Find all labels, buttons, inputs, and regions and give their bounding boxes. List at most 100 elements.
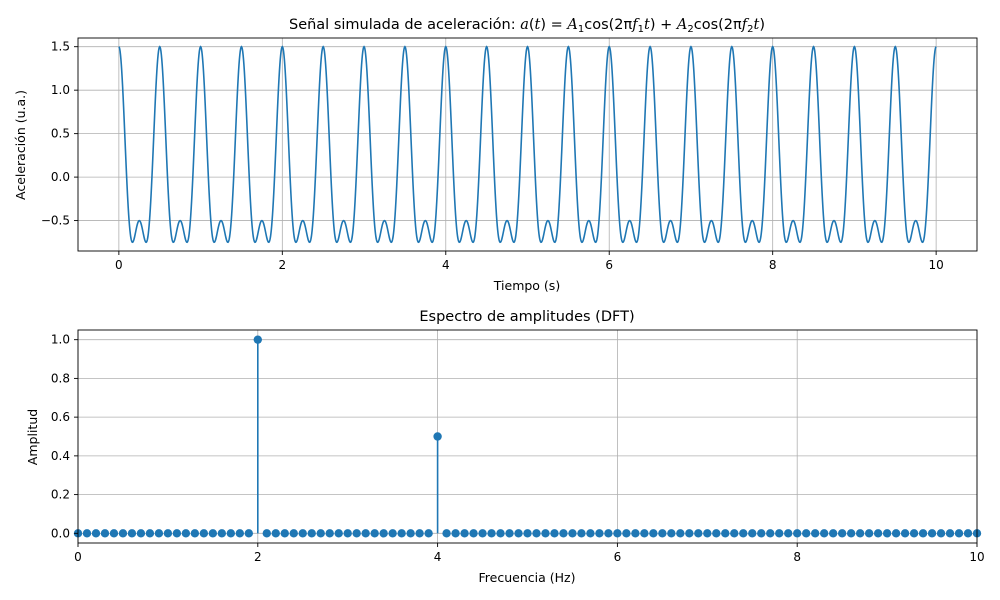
spectrum-stem-marker (864, 529, 874, 538)
spectrum-stem-marker (703, 529, 712, 538)
spectrum-plot-ylabel: Amplitud (25, 409, 40, 465)
spectrum-stem-marker (891, 529, 901, 538)
spectrum-stem-marker (730, 529, 739, 538)
spectrum-stem-marker (316, 529, 325, 538)
spectrum-stem-marker (640, 529, 649, 538)
spectrum-stem-marker (604, 529, 613, 538)
acceleration-signal-line (118, 45, 937, 244)
time-plot-ytick-label: 1.5 (51, 40, 70, 54)
spectrum-stem-marker (343, 529, 352, 538)
spectrum-plot-xlabel: Frecuencia (Hz) (479, 570, 576, 585)
spectrum-plot-ytick-label: 0.4 (51, 449, 70, 463)
spectrum-stem-marker (828, 529, 838, 538)
spectrum-stem-marker (478, 529, 487, 538)
spectrum-stem-marker (199, 529, 209, 538)
spectrum-plot-ytick-label: 0.6 (51, 410, 70, 424)
spectrum-plot-frame (77, 329, 978, 544)
spectrum-stem-marker (370, 529, 379, 538)
spectrum-plot-ytick-label: 0.0 (51, 526, 70, 540)
spectrum-stem-marker (550, 529, 559, 538)
spectrum-stem-marker (801, 529, 811, 538)
time-plot-xtick-label: 8 (769, 258, 777, 272)
spectrum-stem-marker (882, 529, 892, 538)
spectrum-stem-marker (424, 529, 433, 538)
spectrum-stem-marker (667, 529, 676, 538)
spectrum-plot-title: Espectro de amplitudes (DFT) (419, 309, 634, 325)
spectrum-stem-marker (936, 529, 946, 538)
spectrum-stem-marker (217, 529, 227, 538)
spectrum-stem-marker (649, 529, 658, 538)
spectrum-stem-marker (136, 529, 146, 538)
spectrum-stem-marker (406, 529, 415, 538)
time-plot-ytick-label: −0.5 (41, 214, 70, 228)
spectrum-stem-marker (379, 529, 388, 538)
spectrum-stem-marker (154, 529, 164, 538)
spectrum-stem-marker (469, 529, 478, 538)
spectrum-stem-marker (685, 529, 694, 538)
spectrum-stem-marker (109, 529, 119, 538)
time-signal-plot: Señal simulada de aceleración: a(t) = A1… (13, 17, 978, 293)
spectrum-stem-marker (541, 529, 550, 538)
spectrum-stem-marker (226, 529, 236, 538)
spectrum-stem-marker (190, 529, 200, 538)
spectrum-stem-marker (91, 529, 101, 538)
spectrum-stem-marker (613, 529, 622, 538)
time-plot-xlabel: Tiempo (s) (493, 278, 560, 293)
spectrum-stem-marker (757, 529, 766, 538)
spectrum-plot-xtick-label: 6 (614, 550, 622, 564)
spectrum-plot-xtick-label: 4 (434, 550, 442, 564)
spectrum-stem-marker (873, 529, 883, 538)
spectrum-stem-marker (82, 529, 92, 538)
spectrum-stem-marker (325, 529, 334, 538)
spectrum-stem-marker (846, 529, 856, 538)
spectrum-stem-marker (954, 529, 964, 538)
spectrum-stem-marker (172, 529, 182, 538)
spectrum-stem-marker (451, 529, 460, 538)
spectrum-plot: Espectro de amplitudes (DFT) 0 2 4 6 8 10 0.0 0… (25, 309, 985, 585)
spectrum-stem-marker (496, 529, 505, 538)
spectrum-stem-marker (532, 529, 541, 538)
spectrum-stem-marker (397, 529, 406, 538)
spectrum-stem-marker (676, 529, 685, 538)
spectrum-stem-marker (855, 529, 865, 538)
spectrum-stem-marker (775, 529, 784, 538)
spectrum-stem-marker (145, 529, 155, 538)
spectrum-stem-marker (271, 529, 280, 538)
time-plot-ylabel: Aceleración (u.a.) (13, 90, 28, 200)
spectrum-stem-marker (927, 529, 937, 538)
spectrum-stem-marker (810, 529, 820, 538)
spectrum-stem-marker (523, 529, 532, 538)
spectrum-stem-marker (415, 529, 424, 538)
spectrum-stem-marker (253, 335, 262, 344)
spectrum-stem-marker (127, 529, 137, 538)
spectrum-stem-marker (918, 529, 928, 538)
spectrum-stem-marker (487, 529, 496, 538)
spectrum-plot-xtick-label: 8 (793, 550, 801, 564)
time-plot-ytick-label: 0.5 (51, 127, 70, 141)
spectrum-stem-marker (208, 529, 218, 538)
spectrum-plot-xtick-label: 2 (254, 550, 262, 564)
time-plot-xtick-label: 6 (605, 258, 613, 272)
time-plot-title: Señal simulada de aceleración: a(t) = A1… (289, 17, 765, 35)
spectrum-stem-marker (739, 529, 748, 538)
spectrum-stem-marker (748, 529, 757, 538)
spectrum-stem-marker (442, 529, 451, 538)
spectrum-stem-marker (819, 529, 829, 538)
spectrum-stem-marker (694, 529, 703, 538)
spectrum-stem-marker (658, 529, 667, 538)
time-plot-ytick-label: 0.0 (51, 170, 70, 184)
time-plot-xtick-label: 4 (442, 258, 450, 272)
spectrum-stem-marker (514, 529, 523, 538)
spectrum-stem-marker (766, 529, 775, 538)
time-plot-xtick-label: 10 (928, 258, 943, 272)
spectrum-stem-marker (963, 529, 973, 538)
spectrum-stem-marker (900, 529, 910, 538)
spectrum-stem-marker (433, 432, 442, 441)
spectrum-stem-marker (235, 529, 245, 538)
time-plot-frame (77, 37, 978, 252)
spectrum-plot-ytick-label: 0.2 (51, 488, 70, 502)
spectrum-stem-marker (388, 529, 397, 538)
spectrum-stem-marker (712, 529, 721, 538)
spectrum-stem-marker (945, 529, 955, 538)
